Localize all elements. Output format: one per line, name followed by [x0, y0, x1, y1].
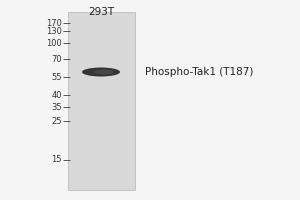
Text: 40: 40 [52, 90, 62, 99]
Text: Phospho-Tak1 (T187): Phospho-Tak1 (T187) [145, 67, 254, 77]
Text: 25: 25 [52, 116, 62, 126]
Text: 70: 70 [51, 54, 62, 64]
Ellipse shape [82, 68, 120, 76]
Text: 15: 15 [52, 156, 62, 164]
Text: 130: 130 [46, 26, 62, 36]
Bar [68, 12, 135, 190]
Text: 170: 170 [46, 19, 62, 27]
Ellipse shape [94, 70, 115, 74]
Text: 293T: 293T [88, 7, 114, 17]
Text: 100: 100 [46, 38, 62, 47]
Text: 35: 35 [51, 102, 62, 112]
Text: 55: 55 [52, 72, 62, 82]
